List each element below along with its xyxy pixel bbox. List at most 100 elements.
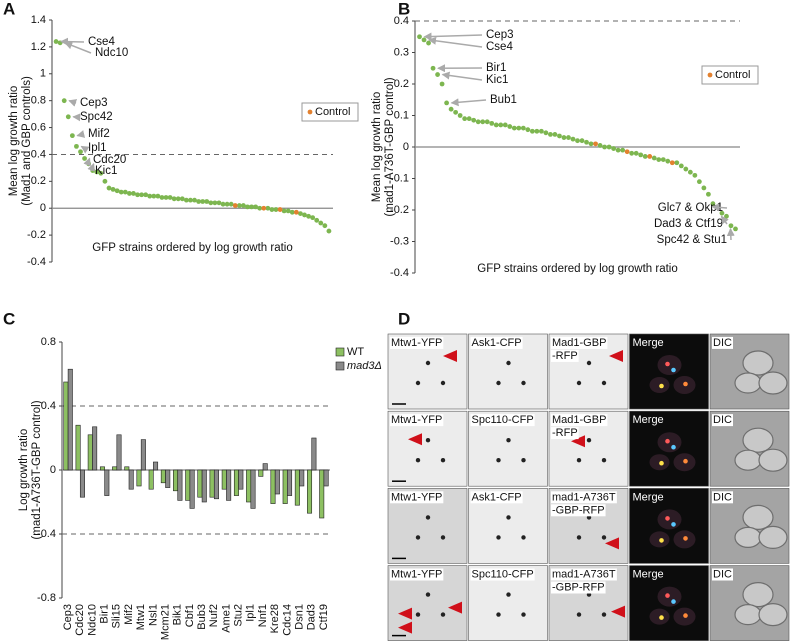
bar: [233, 469, 239, 496]
data-point: [471, 117, 477, 123]
x-tick-label: Bir1: [99, 604, 111, 624]
spot: [683, 381, 688, 387]
bar: [153, 461, 159, 471]
data-point: [216, 200, 222, 206]
data-point: [534, 128, 540, 134]
annotation: Cep3: [80, 97, 108, 109]
image-label: Ask1-CFP: [472, 491, 522, 503]
data-point: [241, 203, 246, 208]
data-point: [557, 133, 562, 139]
data-point: [277, 207, 283, 212]
label-bg: [551, 336, 608, 349]
data-point: [516, 125, 522, 131]
annotation: Kic1: [95, 165, 117, 177]
annotation: Kic1: [486, 74, 508, 86]
image-label: Ask1-CFP: [472, 337, 522, 349]
spot: [671, 599, 676, 604]
spot: [496, 612, 501, 617]
bar: [323, 469, 329, 487]
data-point: [122, 189, 128, 195]
bar: [226, 469, 232, 501]
data-point: [647, 154, 653, 159]
annotation: Glc7 & Okp1: [658, 202, 723, 214]
spot: [496, 380, 501, 386]
cell: [758, 602, 788, 627]
annotation: Bub1: [490, 94, 517, 106]
data-point: [543, 130, 549, 136]
data-point: [629, 150, 635, 156]
bar: [209, 469, 215, 498]
bar: [165, 469, 171, 488]
data-point: [208, 200, 214, 206]
spot: [586, 360, 592, 366]
data-point: [724, 213, 729, 219]
annotation-arrow: [711, 203, 728, 212]
data-point: [498, 122, 504, 128]
data-point: [322, 223, 328, 229]
data-point: [318, 220, 324, 226]
panel-letter: D: [398, 309, 410, 328]
data-point: [212, 200, 218, 206]
annotation: Spc42 & Stu1: [657, 234, 727, 246]
spot: [671, 367, 676, 373]
spot: [415, 612, 421, 617]
data-point: [520, 125, 526, 131]
y-axis-label: (mad1-A736T-GBP control): [31, 400, 43, 539]
data-point: [298, 211, 303, 217]
label-bg: [712, 414, 733, 427]
label-bg: [470, 491, 523, 504]
data-point: [61, 98, 67, 104]
spot: [683, 458, 688, 464]
data-point: [310, 215, 316, 221]
annotation: Cdc20: [93, 154, 126, 166]
cell: [734, 603, 762, 626]
bar: [67, 368, 73, 471]
x-axis-label: GFP strains ordered by log growth ratio: [92, 242, 293, 254]
bar: [128, 469, 134, 490]
spot: [415, 535, 421, 540]
spot: [665, 593, 670, 598]
x-tick-label: Bik1: [172, 604, 184, 625]
label-bg: [470, 568, 535, 581]
data-point: [302, 212, 307, 218]
image-label: Spc110-CFP: [472, 569, 534, 581]
data-point: [462, 116, 468, 122]
legend-label: Control: [315, 106, 350, 118]
arrowhead: [398, 607, 412, 620]
data-point: [273, 207, 279, 212]
spot: [425, 438, 431, 443]
spot: [659, 615, 664, 620]
data-point: [638, 152, 644, 158]
data-point: [448, 106, 454, 112]
data-point: [269, 207, 275, 212]
x-tick-label: Kre28: [269, 604, 281, 633]
data-point: [143, 192, 149, 198]
data-point: [289, 209, 295, 215]
bar: [104, 469, 110, 496]
data-point: [257, 205, 263, 211]
arrowhead: [609, 350, 623, 362]
spot: [521, 612, 526, 617]
bar: [79, 469, 85, 498]
data-point: [529, 128, 535, 134]
legend-label: mad3Δ: [347, 360, 382, 372]
data-point: [457, 113, 463, 118]
x-tick-label: Cep3: [62, 604, 74, 630]
cell: [734, 449, 762, 471]
bar: [270, 469, 276, 504]
label-bg: [551, 349, 579, 362]
cell: [734, 526, 762, 549]
data-point: [611, 146, 617, 151]
data-point: [224, 201, 230, 207]
data-point: [538, 128, 544, 134]
data-point: [285, 208, 291, 214]
data-point: [678, 163, 684, 169]
arrowhead: [571, 435, 585, 448]
label-bg: [551, 568, 617, 581]
y-tick-label: -0.1: [390, 172, 409, 184]
bar: [99, 466, 105, 471]
y-tick-label: 0.8: [31, 95, 46, 107]
data-point: [453, 109, 459, 115]
spot: [415, 380, 421, 386]
image-label: Merge: [633, 414, 664, 426]
